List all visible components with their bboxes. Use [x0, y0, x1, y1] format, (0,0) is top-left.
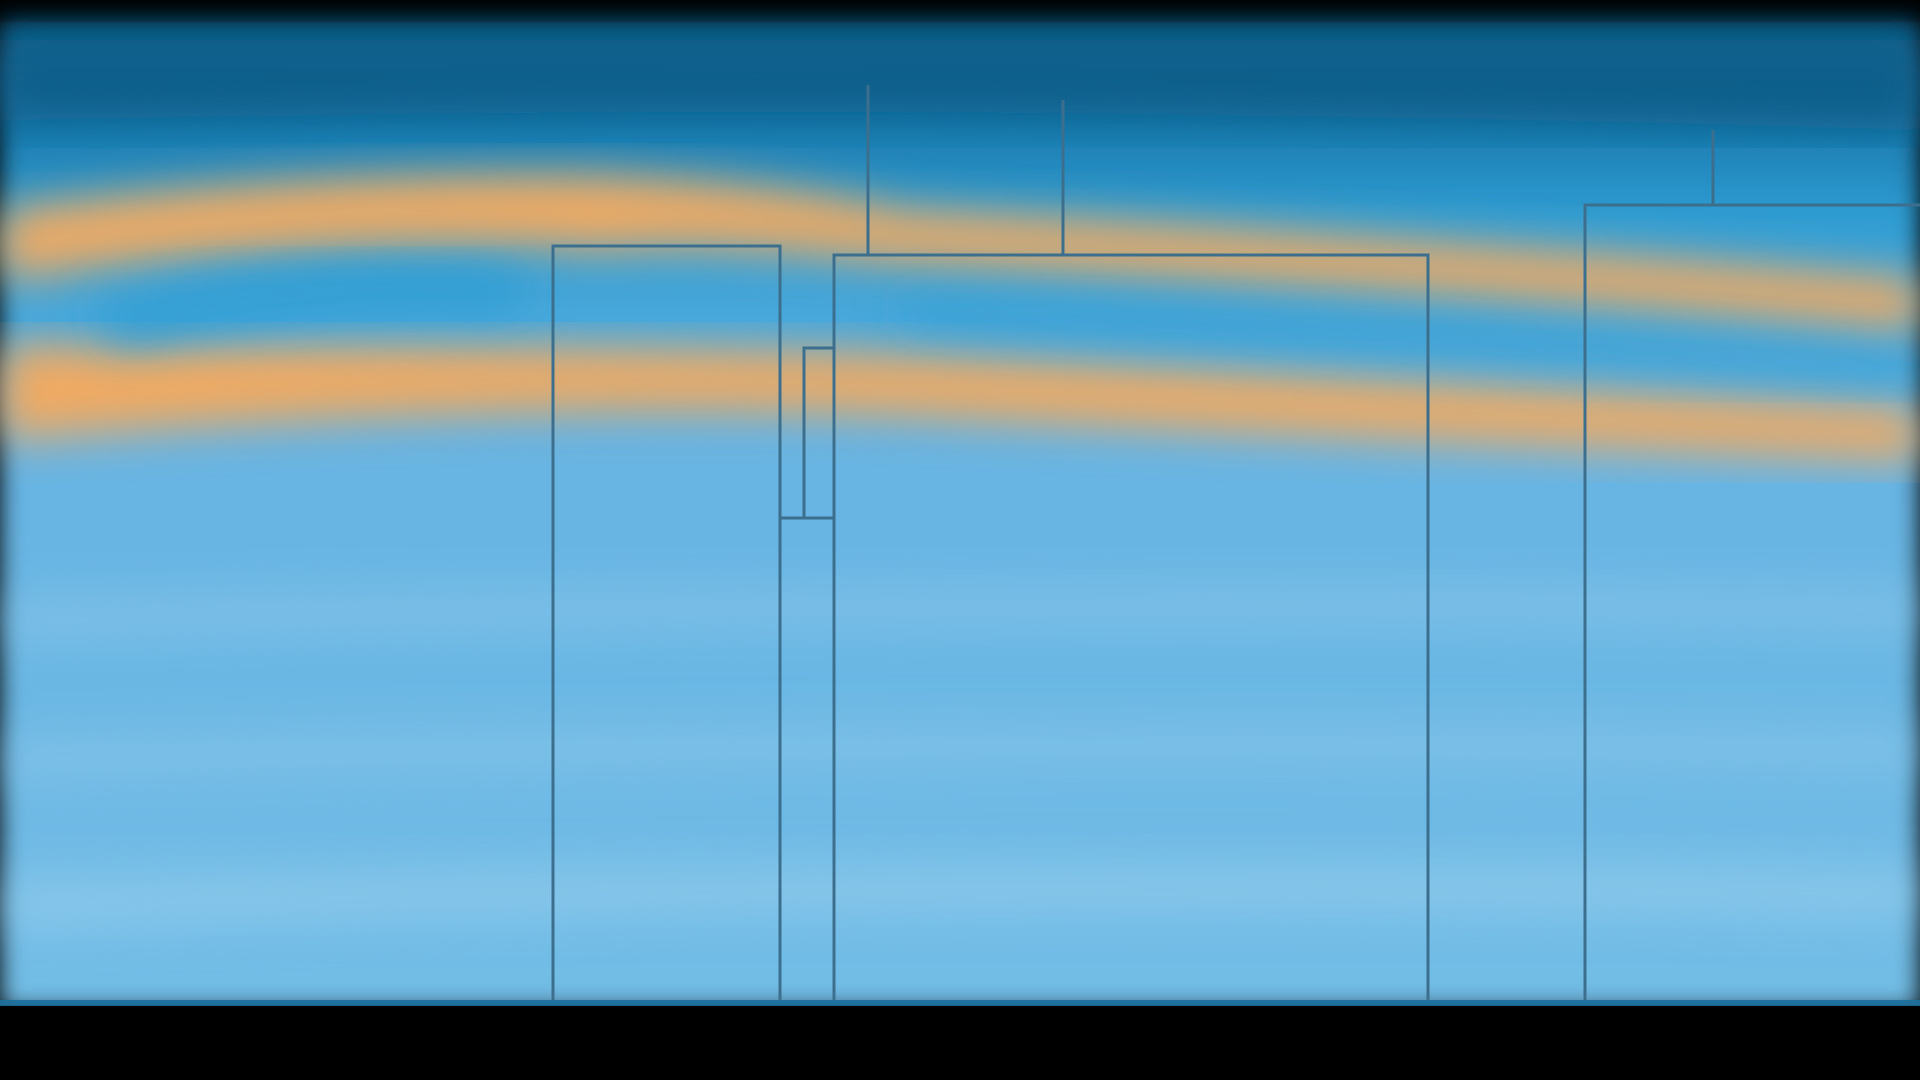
- bracket-e: [1583, 203, 1920, 1000]
- bracket-c: [802, 346, 834, 518]
- blue-gap-patches: [90, 268, 1920, 380]
- bracket-a: [551, 244, 782, 1000]
- bracket-lines: [551, 85, 1920, 1000]
- field-background: [0, 20, 1920, 1010]
- bottom-frame: [0, 1005, 1920, 1080]
- lower-warm-band: [0, 345, 1920, 460]
- bottom-edge-line: [0, 1000, 1920, 1006]
- bracket-d: [832, 253, 1430, 1000]
- lower-field-streaks: [0, 586, 1920, 930]
- deep-top-band: [0, 40, 1920, 130]
- upper-warm-band: [0, 174, 1920, 330]
